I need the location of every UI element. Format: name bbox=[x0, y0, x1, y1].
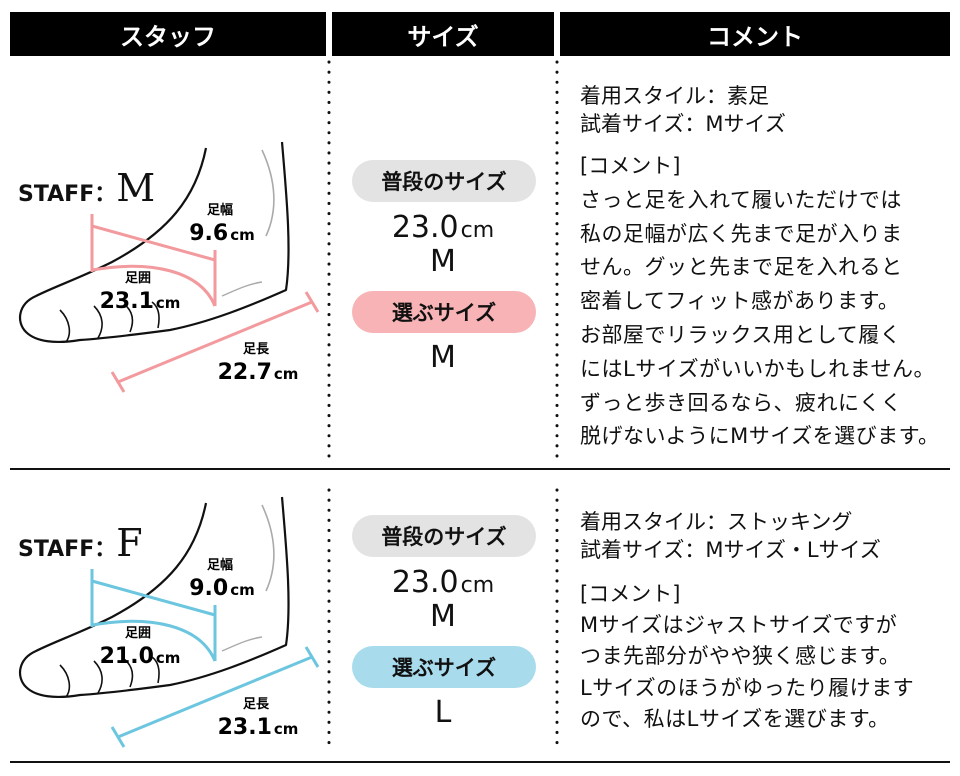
toe-lines bbox=[59, 301, 160, 343]
toe-gap bbox=[221, 281, 263, 297]
chosen-size: L bbox=[434, 695, 452, 730]
ankle-line bbox=[261, 149, 275, 237]
comment-heading: [コメント] bbox=[580, 154, 681, 178]
measure-unit: cm bbox=[230, 226, 255, 244]
comment-line: 私の足幅が広く先まで足が入りま bbox=[580, 221, 903, 246]
tried-size: 試着サイズ：Mサイズ・Lサイズ bbox=[580, 538, 881, 562]
foot-outline bbox=[18, 141, 290, 343]
width-measure bbox=[91, 579, 216, 617]
staff-label: STAFF：F bbox=[18, 521, 143, 565]
comment-heading: [コメント] bbox=[580, 582, 681, 606]
measure-number: 21.0 bbox=[100, 644, 154, 669]
comment-line: 密着してフィット感があります。 bbox=[580, 289, 900, 314]
usual-pill: 普段のサイズ bbox=[352, 515, 536, 557]
measure-number: 23.1 bbox=[218, 715, 272, 740]
staff-name: M bbox=[116, 166, 156, 210]
measure-unit: cm bbox=[156, 649, 181, 667]
girth-measure bbox=[91, 264, 217, 307]
measure-unit: cm bbox=[274, 720, 299, 738]
measure-label: 足長 bbox=[243, 697, 270, 712]
usual-pill: 普段のサイズ bbox=[352, 160, 536, 202]
comment-line: ずっと歩き回るなら、疲れにくく bbox=[580, 390, 903, 415]
staff-prefix: STAFF： bbox=[18, 182, 117, 207]
width-measure bbox=[91, 224, 216, 262]
measure-value: 22.7 cm bbox=[218, 360, 299, 385]
comment-line: 脱げないようにMサイズを選びます。 bbox=[580, 424, 940, 449]
measure-number: 22.7 bbox=[218, 360, 272, 385]
header-cell: サイズ bbox=[332, 12, 554, 56]
measure-label: 足囲 bbox=[125, 271, 151, 286]
usual-letter: M bbox=[430, 244, 456, 279]
header-cell: スタッフ bbox=[10, 12, 326, 56]
measure-value: 9.6 cm bbox=[189, 221, 255, 246]
comment-line: ので、私はLサイズを選びます。 bbox=[580, 706, 890, 731]
usual-size-unit: cm bbox=[460, 573, 495, 598]
measure-value: 21.0 cm bbox=[100, 644, 181, 669]
girth-measure bbox=[91, 619, 217, 662]
comment-line: Lサイズのほうがゆったり履けます bbox=[580, 675, 915, 700]
length-tick bbox=[304, 291, 320, 313]
chosen-size: M bbox=[430, 340, 456, 375]
measure-label: 足幅 bbox=[207, 557, 233, 573]
comment-line: さっと足を入れて履いただけでは bbox=[580, 187, 902, 212]
measure-label: 足囲 bbox=[125, 626, 151, 641]
measure-unit: cm bbox=[274, 365, 299, 383]
foot-outline bbox=[18, 496, 290, 698]
usual-letter: M bbox=[430, 599, 456, 634]
chosen-pill: 選ぶサイズ bbox=[352, 646, 536, 688]
length-tick bbox=[304, 646, 320, 668]
comment-line: Mサイズはジャストサイズですが bbox=[580, 613, 898, 638]
length-measure bbox=[117, 655, 313, 739]
ankle-line bbox=[261, 504, 275, 592]
comment-line: つま先部分がやや狭く感じます。 bbox=[580, 644, 901, 669]
comment-line: お部屋でリラックス用として履く bbox=[580, 323, 902, 347]
measure-label: 足長 bbox=[243, 342, 270, 357]
measure-value: 9.0 cm bbox=[189, 576, 255, 601]
tried-size: 試着サイズ：Mサイズ bbox=[580, 112, 786, 136]
usual-size: 23.0cm bbox=[332, 565, 554, 600]
length-tick bbox=[110, 726, 126, 748]
comment-line: にはLサイズがいいかもしれません。 bbox=[580, 356, 935, 381]
measure-number: 23.1 bbox=[100, 289, 154, 314]
chosen-pill: 選ぶサイズ bbox=[352, 291, 536, 333]
measure-number: 9.0 bbox=[189, 576, 228, 601]
usual-size: 23.0cm bbox=[332, 210, 554, 245]
usual-size-number: 23.0 bbox=[391, 565, 459, 600]
measure-value: 23.1 cm bbox=[218, 715, 299, 740]
wear-style: 着用スタイル：ストッキング bbox=[580, 510, 853, 534]
measure-number: 9.6 bbox=[189, 221, 228, 246]
toe-lines bbox=[59, 656, 160, 698]
measure-unit: cm bbox=[156, 294, 181, 312]
measure-unit: cm bbox=[230, 581, 255, 599]
staff-label: STAFF：M bbox=[18, 166, 155, 210]
wear-style: 着用スタイル：素足 bbox=[580, 84, 769, 108]
length-measure bbox=[117, 300, 313, 384]
usual-size-number: 23.0 bbox=[391, 210, 459, 245]
staff-prefix: STAFF： bbox=[18, 537, 117, 562]
staff-name: F bbox=[116, 521, 143, 565]
usual-size-unit: cm bbox=[460, 218, 495, 243]
measure-value: 23.1 cm bbox=[100, 289, 181, 314]
length-tick bbox=[110, 371, 126, 393]
measure-label: 足幅 bbox=[207, 202, 233, 218]
comment-line: せん。グッと先まで足を入れると bbox=[580, 255, 903, 280]
toe-gap bbox=[221, 636, 263, 652]
header-cell: コメント bbox=[560, 12, 950, 56]
